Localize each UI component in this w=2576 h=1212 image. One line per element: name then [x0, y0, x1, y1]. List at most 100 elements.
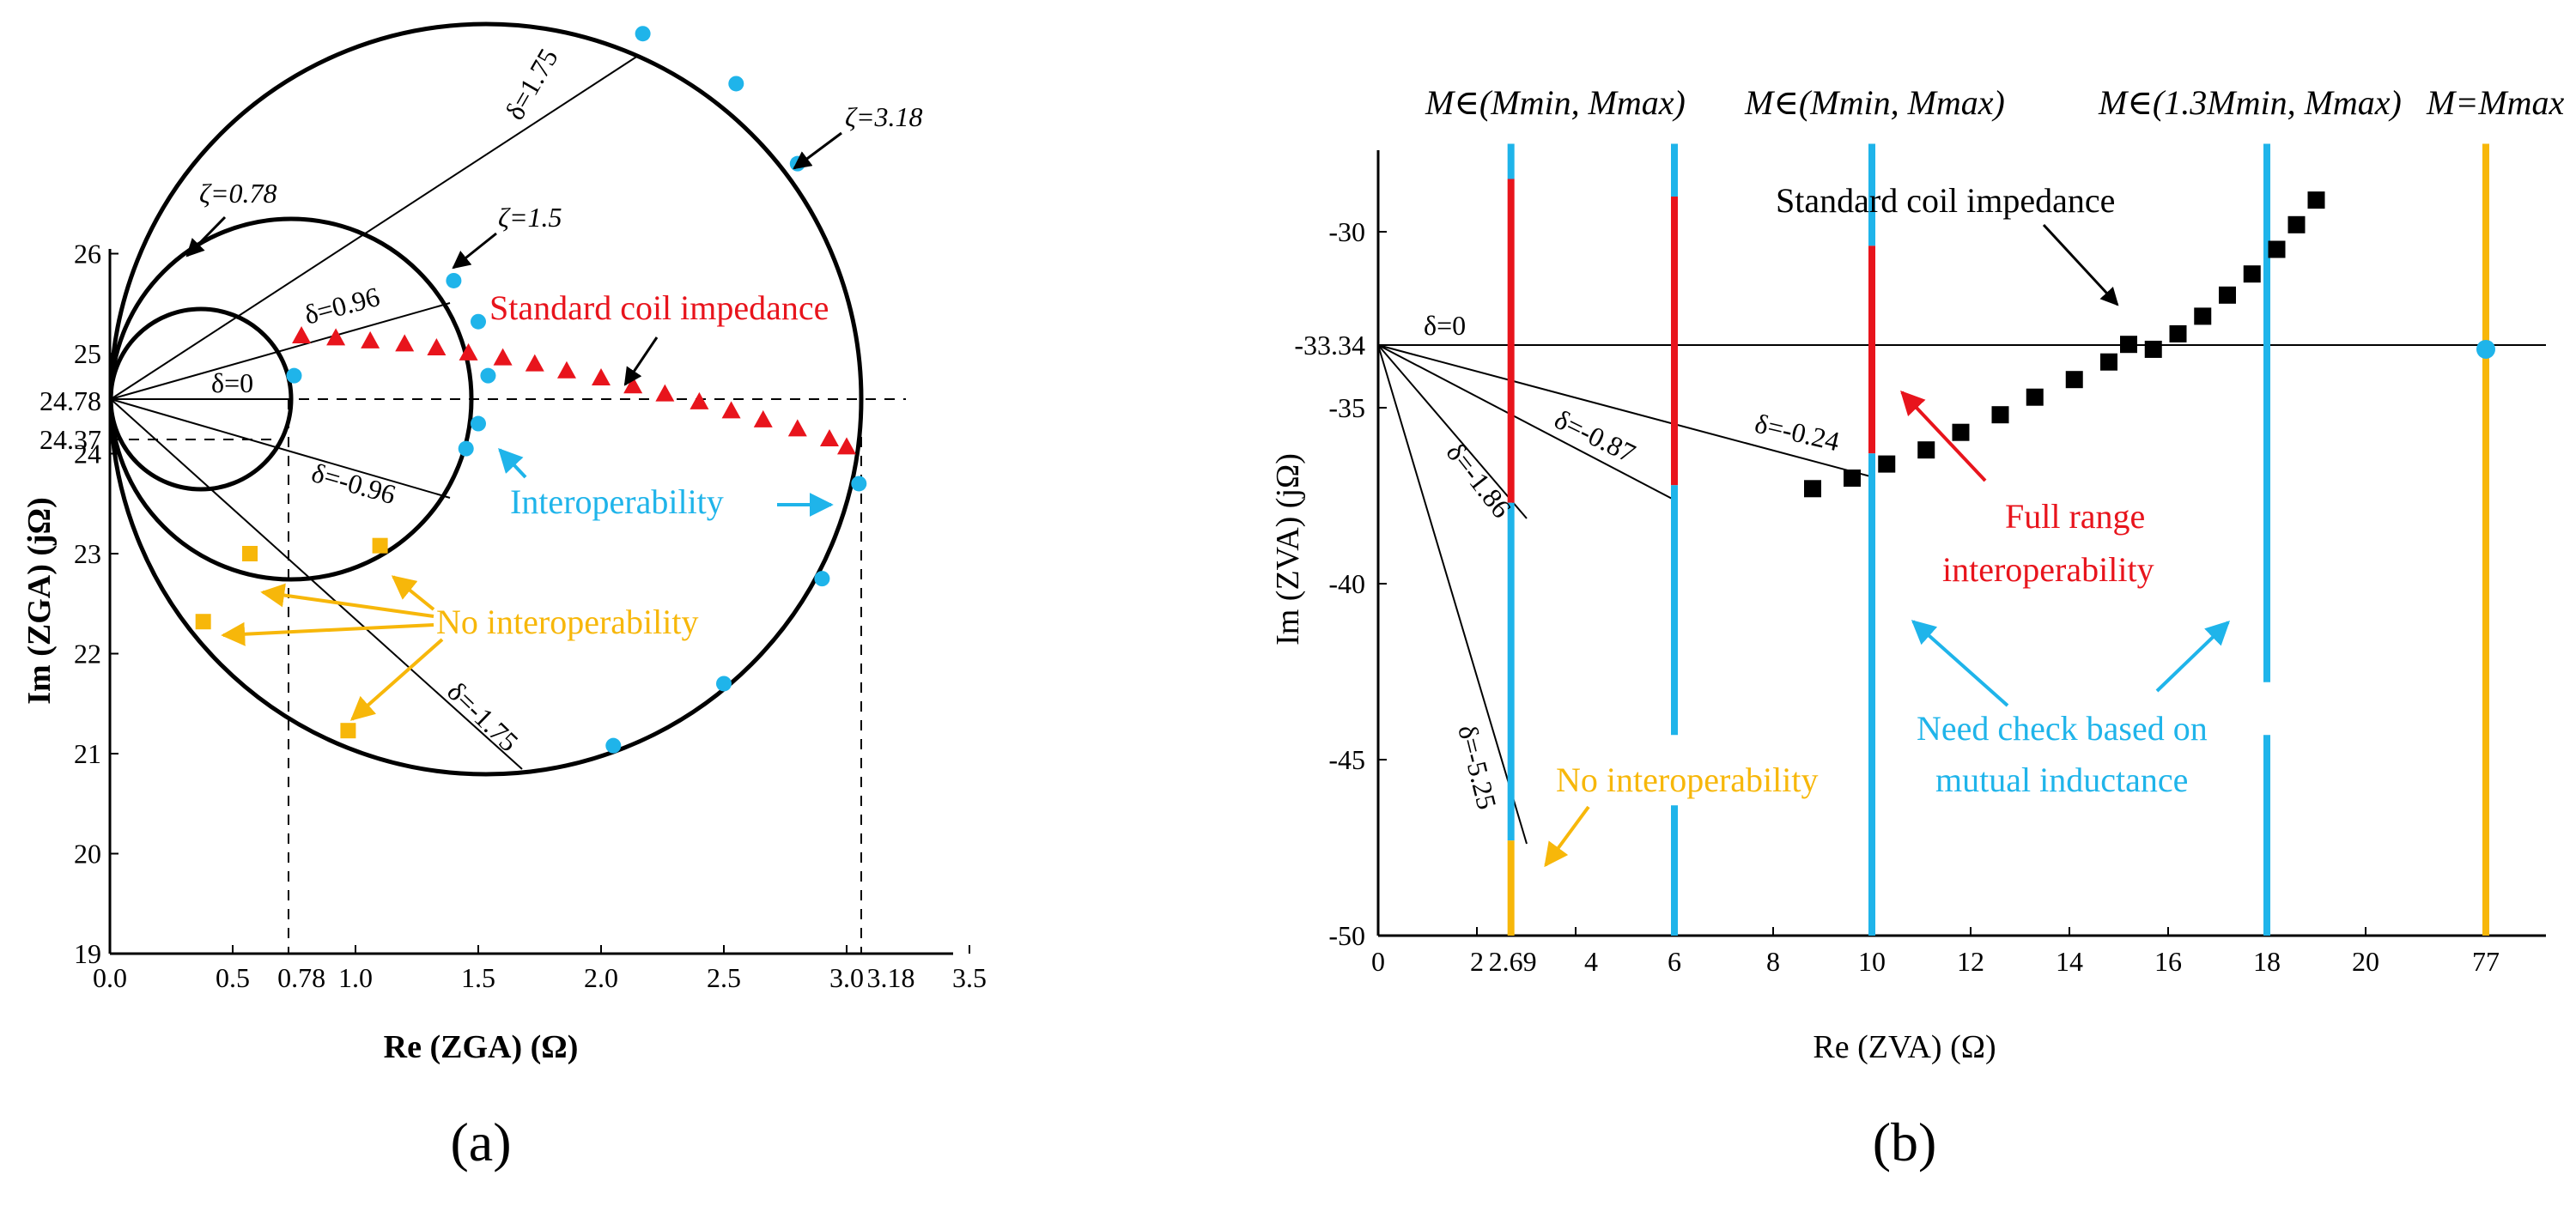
- arrow-need-check-left: [1911, 620, 2009, 707]
- annotation-no-interoperability-a: No interoperability: [436, 603, 698, 641]
- blue-circle-marker: [789, 155, 805, 172]
- x-tick-label: 2.0: [584, 962, 618, 993]
- x-tick-label: 2.69: [1489, 946, 1537, 977]
- panel-a-y-axis-title: Im (ZGA) (jΩ): [21, 497, 58, 705]
- y-tick-label-extra: 24.78: [39, 385, 101, 416]
- x-tick-label: 3.5: [952, 962, 987, 993]
- delta-line-minus-1-75: [110, 398, 523, 770]
- black-square-marker: [1991, 406, 2009, 424]
- x-tick-label: 0.0: [93, 962, 127, 993]
- y-tick-label-extra: 24.37: [39, 424, 101, 455]
- black-square-marker: [2287, 215, 2306, 233]
- panel-b-label: (b): [1873, 1112, 1937, 1173]
- label-delta-minus-0-96: δ=-0.96: [308, 457, 399, 510]
- red-triangle-marker: [592, 367, 611, 385]
- x-tick-label: 12: [1957, 946, 1984, 977]
- blue-circle-marker: [471, 415, 486, 432]
- panel-b-y-axis-title: Im (ZVA) (jΩ): [1270, 453, 1306, 645]
- x-tick-label: 14: [2056, 946, 2083, 977]
- y-tick-label: 24: [74, 439, 101, 470]
- red-triangle-marker: [493, 348, 513, 366]
- arrow-no-interop-3: [221, 621, 434, 646]
- red-triangle-marker: [819, 429, 839, 447]
- arrow-need-check-right: [2155, 621, 2231, 693]
- panel-b-x-axis-title: Re (ZVA) (Ω): [1813, 1029, 1996, 1065]
- x-tick-label: 18: [2253, 946, 2281, 977]
- label-delta-0-96: δ=0.96: [301, 281, 382, 330]
- red-triangle-marker: [361, 330, 380, 348]
- y-tick-label: 25: [74, 338, 101, 369]
- panel-a: 0.0 0.5 1.0 1.5 2.0 2.5 3.0 3.5 0.78 3.18 19 20 21 22…: [21, 21, 987, 1173]
- red-triangle-marker: [655, 384, 675, 402]
- y-tick-label: 19: [74, 938, 101, 969]
- black-square-marker: [2243, 265, 2261, 283]
- red-triangle-marker: [753, 409, 773, 427]
- region-label-1: M∈(Mmin, Mmax): [1425, 83, 1686, 122]
- black-square-marker: [2194, 307, 2212, 325]
- black-square-marker: [2065, 371, 2083, 389]
- arrow-interop-left: [498, 447, 527, 479]
- red-triangle-marker: [395, 334, 415, 352]
- annotation-full-range-2: interoperability: [1942, 550, 2154, 589]
- black-square-marker: [2144, 340, 2162, 358]
- y-tick-label: 21: [74, 738, 101, 769]
- x-tick-label-extra: 0.78: [277, 962, 325, 993]
- y-tick-label: -30: [1328, 216, 1365, 247]
- red-triangle-marker: [326, 328, 346, 346]
- black-square-marker: [2307, 191, 2325, 209]
- blue-circle-marker: [728, 76, 744, 92]
- arrow-no-interop-2: [260, 583, 434, 618]
- b-delta-line-minus-0-87: [1377, 344, 1678, 502]
- red-triangle-marker: [690, 391, 709, 409]
- arrow-no-interop-4: [349, 638, 444, 721]
- black-square-marker: [2169, 324, 2187, 342]
- black-square-marker: [2026, 388, 2044, 406]
- region-label-4: M=Mmax: [2426, 83, 2565, 122]
- blue-circle-marker: [286, 367, 302, 384]
- x-tick-label: 2.5: [707, 962, 741, 993]
- red-triangle-marker: [787, 419, 807, 437]
- arrow-standard-coil-b: [2042, 223, 2119, 306]
- b-delta-line-minus-5-25: [1377, 344, 1528, 845]
- annotation-need-check-2: mutual inductance: [1935, 761, 2188, 799]
- annotation-interoperability: Interoperability: [510, 482, 724, 521]
- x-tick-label: 20: [2352, 946, 2379, 977]
- panel-b-ticks: 0 2 2.69 4 6 8 10 12 14 16 18 20 77 -30 -35 -40 -45 -50 -3…: [1294, 216, 2500, 977]
- black-square-marker: [2268, 240, 2286, 258]
- yellow-square-marker: [195, 614, 211, 630]
- blue-circle-marker: [480, 367, 496, 384]
- b-delta-line-minus-0-24: [1377, 344, 1874, 478]
- x-tick-label: 77: [2472, 946, 2500, 977]
- x-tick-label: 1.0: [338, 962, 373, 993]
- black-square-marker: [1917, 441, 1935, 459]
- label-zeta-3-18: ζ=3.18: [845, 101, 923, 132]
- delta-line-0-96: [110, 302, 451, 400]
- blue-circle-marker: [635, 26, 651, 42]
- label-delta-minus-1-75: δ=-1.75: [441, 676, 525, 757]
- delta-line-1-75: [110, 55, 639, 400]
- y-tick-label: -40: [1328, 568, 1365, 599]
- y-tick-label: 22: [74, 639, 101, 670]
- y-tick-label: -35: [1328, 392, 1365, 423]
- x-tick-label-extra: 3.18: [866, 962, 914, 993]
- blue-circle-marker: [2476, 339, 2495, 359]
- y-tick-label-extra: -33.34: [1294, 330, 1365, 361]
- panel-b: 0 2 2.69 4 6 8 10 12 14 16 18 20 77 -30 -35 -40 -45 -50 -3…: [1270, 83, 2565, 1173]
- arrow-full-range: [1900, 390, 1987, 482]
- red-triangle-marker: [721, 401, 741, 419]
- x-tick-label: 1.5: [461, 962, 495, 993]
- blue-circle-marker: [446, 272, 462, 288]
- black-square-marker: [1844, 470, 1861, 487]
- blue-circle-marker: [851, 476, 867, 492]
- x-tick-label: 16: [2154, 946, 2182, 977]
- annotation-no-interoperability-b: No interoperability: [1556, 761, 1818, 799]
- arrow-no-interop-b: [1544, 805, 1590, 868]
- x-tick-label: 4: [1584, 946, 1598, 977]
- y-tick-label: 23: [74, 538, 101, 569]
- label-zeta-1-5: ζ=1.5: [498, 202, 562, 233]
- label-delta-0: δ=0: [211, 367, 253, 398]
- annotation-standard-coil-a: Standard coil impedance: [489, 288, 829, 327]
- region-label-3: M∈(1.3Mmin, Mmax): [2098, 83, 2402, 122]
- panel-a-label: (a): [450, 1112, 511, 1173]
